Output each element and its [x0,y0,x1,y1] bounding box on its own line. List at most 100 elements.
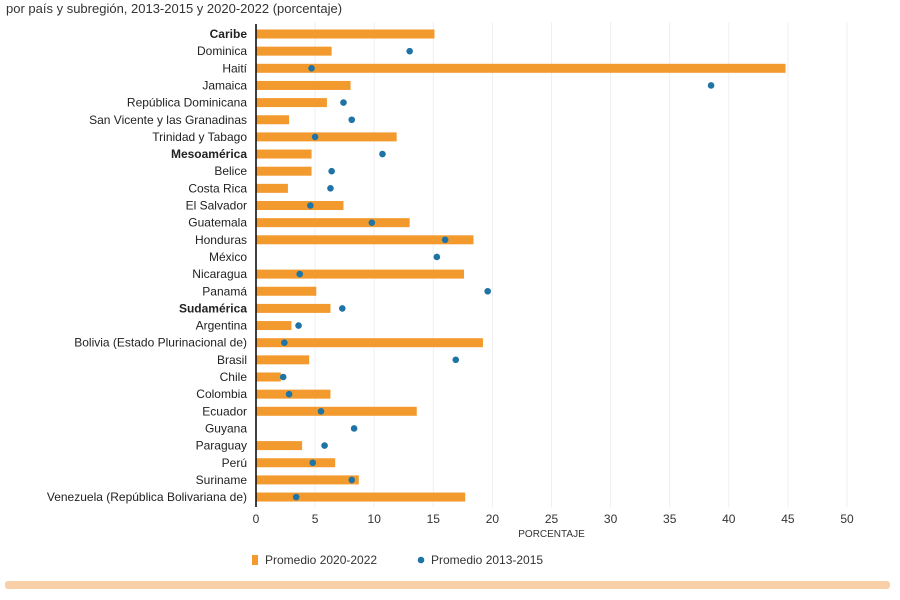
x-tick-label: 40 [722,512,736,526]
decorative-band [5,581,890,589]
dot [317,408,325,415]
legend-dot-swatch [417,556,425,564]
legend-label: Promedio 2013-2015 [431,553,543,567]
dot [328,167,335,175]
category-label: Ecuador [202,404,247,418]
bar [256,355,310,365]
x-tick-label: 10 [368,512,382,526]
dot [285,390,293,398]
dot [295,322,302,329]
x-tick-label: 5 [312,512,319,526]
dot [707,82,715,89]
category-label: Perú [222,456,247,470]
x-tick-label: 0 [253,512,260,526]
dot [281,339,288,347]
x-tick-label: 15 [427,512,441,526]
bar [256,183,288,193]
dot [340,99,347,106]
dot [350,425,358,432]
bar [256,303,331,313]
dot [484,287,491,295]
bar [256,46,332,56]
dot [311,133,319,141]
category-label: Brasil [217,353,247,367]
dot [308,65,315,72]
bar [256,406,417,416]
category-label: Bolivia (Estado Plurinacional de) [74,336,247,350]
bar [256,269,465,279]
x-tick-label: 30 [604,512,618,526]
category-label: República Dominicana [127,96,247,110]
legend-bar-swatch [252,555,258,565]
category-label: Guatemala [188,216,247,230]
category-label: Honduras [195,233,247,247]
bar [256,149,312,159]
bar [256,29,435,39]
dot [348,476,356,484]
dot [309,459,317,467]
category-label: Chile [220,370,248,384]
bar [256,475,359,485]
dot [452,356,460,364]
dot [296,270,304,278]
category-label: Panamá [202,284,247,298]
category-label: El Salvador [186,199,247,213]
x-tick-label: 45 [781,512,795,526]
bar [256,201,344,210]
dot [441,236,449,244]
dot [279,373,287,381]
bar [256,321,292,331]
x-tick-label: 35 [663,512,677,526]
bar [256,338,483,348]
bar [256,218,410,228]
x-tick-label: 50 [840,512,854,526]
dot [321,442,328,449]
category-label: México [209,250,247,264]
x-axis-label: PORCENTAJE [518,529,585,540]
category-label: Jamaica [202,78,247,92]
category-label: Nicaragua [192,267,247,281]
dot [327,185,334,192]
category-label: Sudamérica [179,301,247,315]
bar [256,80,351,90]
category-label: San Vicente y las Granadinas [89,113,247,127]
bar [256,372,281,382]
dot [348,116,356,124]
category-label: Belice [214,164,247,178]
dot [307,202,314,209]
bar [256,286,317,296]
category-label: Colombia [196,387,247,401]
bar [256,458,336,468]
category-label: Paraguay [196,439,247,453]
dot [368,219,376,226]
category-label: Costa Rica [188,181,247,195]
category-label: Mesoamérica [171,147,247,161]
category-label: Guyana [205,421,247,435]
dot [379,150,386,158]
bar [256,441,303,451]
bar [256,115,290,125]
dot [292,493,300,501]
category-label: Caribe [210,27,248,41]
x-tick-label: 20 [486,512,500,526]
bar [256,492,466,502]
category-label: Haití [222,61,247,75]
chart-subtitle: por país y subregión, 2013-2015 y 2020-2… [6,1,343,16]
dot [406,47,413,55]
dot [338,305,346,312]
category-label: Dominica [197,44,247,58]
bar [256,63,786,73]
category-label: Argentina [196,319,248,333]
category-label: Suriname [196,473,248,487]
bar [256,235,474,245]
x-tick-label: 25 [545,512,559,526]
bar [256,98,327,108]
category-label: Trinidad y Tabago [152,130,247,144]
dot [433,253,441,261]
legend-label: Promedio 2020-2022 [265,553,377,567]
bar [256,389,331,399]
category-label: Venezuela (República Bolivariana de) [47,490,247,504]
bar [256,132,397,142]
bar [256,166,312,176]
